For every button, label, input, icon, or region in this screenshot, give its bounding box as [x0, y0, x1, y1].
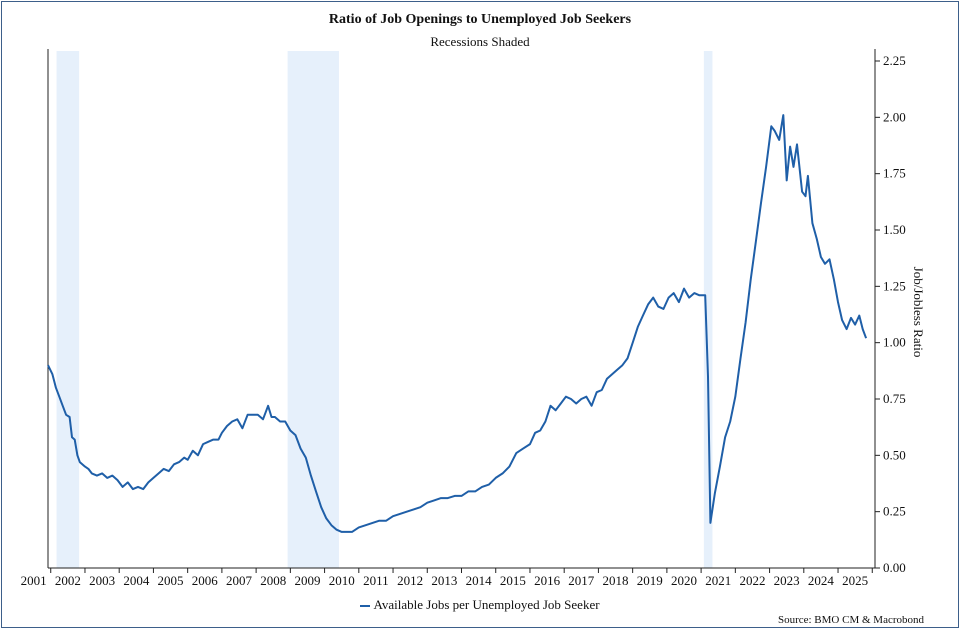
x-tick-label: 2023: [774, 573, 800, 588]
y-axis-label: Job/Jobless Ratio: [911, 267, 926, 358]
y-tick-label: 1.25: [883, 278, 906, 293]
x-tick-label: 2012: [397, 573, 423, 588]
series-layer: [47, 114, 868, 533]
legend: Available Jobs per Unemployed Job Seeker: [2, 597, 958, 613]
source-note: Source: BMO CM & Macrobond: [777, 614, 924, 626]
x-tick-label: 2004: [123, 573, 150, 588]
legend-swatch: [360, 605, 371, 608]
y-tick-label: 0.00: [883, 560, 906, 575]
y-tick-label: 1.00: [883, 335, 906, 350]
x-tick-label: 2015: [500, 573, 526, 588]
y-tick-label: 1.75: [883, 166, 906, 181]
x-tick-label: 2019: [637, 573, 663, 588]
x-tick-label: 2021: [705, 573, 731, 588]
x-tick-label: 2018: [603, 573, 629, 588]
recession-band-1: [56, 51, 80, 568]
x-tick-label: 2014: [466, 573, 493, 588]
axes: 0.00 0.25 0.50 0.75 1.00 1.25 1.50 1.75 2.00 2.25…: [21, 49, 906, 588]
chart-title: Ratio of Job Openings to Unemployed Job …: [328, 12, 632, 27]
y-tick-label: 2.25: [883, 53, 906, 68]
x-tick-label: 2008: [260, 573, 286, 588]
y-tick-label: 0.75: [883, 391, 906, 406]
x-tick-label: 2022: [739, 573, 765, 588]
x-tick-label: 2005: [158, 573, 184, 588]
x-tick-label: 2001: [21, 573, 47, 588]
x-tick-label: 2009: [294, 573, 320, 588]
y-tick-label: 0.50: [883, 447, 906, 462]
x-tick-label: 2020: [671, 573, 697, 588]
x-tick-label: 2024: [808, 573, 835, 588]
series-line-1: [47, 114, 868, 533]
x-tick-label: 2010: [329, 573, 355, 588]
x-tick-label: 2007: [226, 573, 253, 588]
legend-label: Available Jobs per Unemployed Job Seeker: [373, 597, 600, 612]
x-tick-label: 2003: [89, 573, 115, 588]
x-tick-label: 2006: [192, 573, 219, 588]
y-tick-label: 2.00: [883, 109, 906, 124]
recession-shading: [56, 51, 713, 568]
x-tick-label: 2017: [568, 573, 595, 588]
x-tick-label: 2011: [363, 573, 389, 588]
x-tick-label: 2025: [842, 573, 868, 588]
x-tick-label: 2016: [534, 573, 561, 588]
x-tick-label: 2002: [55, 573, 81, 588]
recession-band-3: [703, 51, 713, 568]
x-tick-label: 2013: [431, 573, 457, 588]
y-tick-label: 0.25: [883, 504, 906, 519]
recession-band-2: [287, 51, 339, 568]
y-tick-label: 1.50: [883, 222, 906, 237]
chart-subtitle: Recessions Shaded: [430, 34, 530, 49]
